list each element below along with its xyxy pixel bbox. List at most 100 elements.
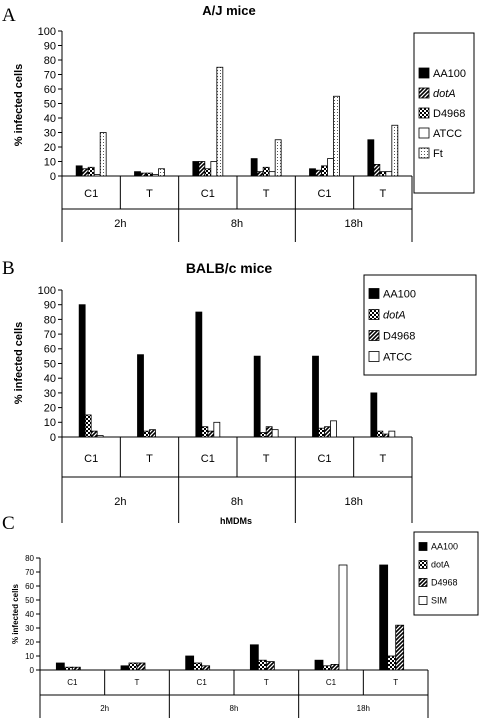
y-tick-label: 50 [25, 596, 34, 605]
bar-aa100 [309, 168, 316, 177]
bar-aa100 [250, 158, 258, 177]
panel-letter: B [2, 258, 15, 279]
plot-area: 0 10 20 30 40 50 60 70 80 90 100 C1 T C1 T C1 T 2h 8h 18h [38, 26, 413, 242]
plot-area: 0 10 20 30 40 50 60 70 80 C1 T C1 T C1 T 2h 8h 18h [25, 554, 429, 718]
y-axis-label: % infected cells [13, 322, 25, 405]
category-label: C1 [84, 453, 98, 465]
legend-label: Ft [433, 148, 443, 160]
panel-b: B BALB/c mice % infected cells 0 10 20 30 40… [2, 258, 477, 523]
bar-atcc [213, 421, 221, 438]
y-tick-label: 40 [44, 113, 56, 125]
legend-swatch [418, 542, 428, 551]
y-tick-label: 30 [44, 127, 56, 139]
bar-dota [81, 168, 89, 177]
bar-dota [84, 414, 92, 438]
chart-title: A/J mice [202, 3, 255, 18]
category-label: T [393, 678, 398, 687]
bar-dota [193, 662, 203, 671]
group-label: 18h [344, 218, 362, 230]
bar-d4968 [87, 166, 95, 177]
bar-atcc [210, 161, 218, 177]
category-label: C1 [317, 453, 331, 465]
category-label: T [379, 188, 386, 200]
category-label: T [379, 453, 386, 465]
legend-label: AA100 [433, 68, 466, 80]
y-tick-label: 20 [25, 638, 34, 647]
legend: AA100 dotA D4968 ATCC [363, 274, 477, 376]
legend-label: dotA [431, 560, 450, 570]
legend-swatch [368, 330, 380, 341]
bar-aa100 [370, 392, 378, 438]
bar-aa100 [249, 644, 259, 671]
bar-d4968 [324, 426, 331, 438]
y-tick-label: 80 [44, 314, 56, 326]
bar-dota [201, 426, 209, 438]
plot-area: 0 10 20 30 40 50 60 70 80 90 100 C1 T C1 T C1 T 2h 8h 18h [38, 285, 413, 523]
category-label: T [264, 678, 269, 687]
y-tick-label: 70 [25, 568, 34, 577]
bar-dota [373, 163, 381, 177]
bar-dota [63, 666, 73, 671]
bar-d4968 [379, 171, 387, 177]
legend-swatch [368, 309, 380, 320]
y-tick-label: 10 [25, 652, 34, 661]
bar-atcc [268, 171, 276, 177]
bar-d4968 [330, 664, 340, 671]
bar-aa100 [134, 171, 141, 177]
bar-aa100 [185, 655, 195, 671]
y-tick-label: 100 [38, 26, 56, 38]
y-tick-label: 90 [44, 300, 56, 312]
legend-label: D4968 [433, 108, 465, 120]
bar-dota [315, 169, 322, 177]
bar-sim [338, 564, 348, 671]
chart-title: BALB/c mice [186, 260, 273, 276]
bar-dota [140, 172, 147, 177]
legend-swatch [418, 596, 428, 605]
legend-label: AA100 [383, 288, 416, 300]
category-label: T [146, 453, 153, 465]
group-label: 8h [230, 704, 239, 713]
category-label: C1 [326, 678, 337, 687]
y-tick-label: 40 [44, 373, 56, 385]
legend-swatch [418, 560, 428, 569]
bar-d4968 [262, 166, 270, 177]
bar-aa100 [78, 304, 86, 438]
legend-label: D4968 [431, 578, 458, 588]
bar-aa100 [379, 564, 389, 671]
category-label: C1 [84, 188, 98, 200]
bar-aa100 [314, 659, 324, 671]
bar-dota [259, 432, 267, 438]
bar-dota [198, 161, 206, 177]
legend-swatch [368, 351, 380, 362]
y-tick-label: 60 [44, 84, 56, 96]
bar-atcc [93, 174, 101, 177]
y-axis-label: % infected cells [11, 583, 20, 644]
y-tick-label: 10 [44, 156, 56, 168]
bar-d4968 [382, 433, 390, 438]
bar-aa100 [312, 355, 319, 438]
bar-aa100 [192, 161, 200, 177]
legend-swatch [418, 147, 430, 159]
y-tick-label: 70 [44, 329, 56, 341]
y-tick-label: 30 [25, 624, 34, 633]
bar-dota [143, 430, 150, 438]
legend-label: SIM [431, 596, 447, 606]
bar-ft [158, 168, 165, 177]
category-label: T [263, 453, 270, 465]
y-tick-label: 100 [38, 285, 56, 297]
bar-d4968 [136, 662, 146, 671]
bar-atcc [271, 429, 279, 438]
legend-label: ATCC [433, 128, 462, 140]
category-label: T [146, 188, 153, 200]
bar-aa100 [55, 662, 65, 671]
category-label: C1 [201, 188, 215, 200]
bar-aa100 [137, 354, 144, 438]
y-tick-label: 50 [44, 358, 56, 370]
legend-label: ATCC [383, 351, 412, 363]
legend: AA100 dotA D4968 ATCC Ft [413, 32, 475, 194]
bar-ft [274, 139, 282, 177]
bar-atcc [388, 430, 396, 438]
y-tick-label: 50 [44, 98, 56, 110]
legend-label: AA100 [431, 542, 458, 552]
